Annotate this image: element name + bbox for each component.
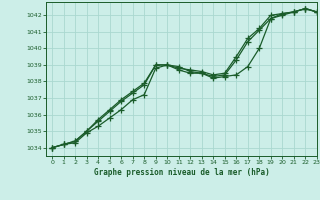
X-axis label: Graphe pression niveau de la mer (hPa): Graphe pression niveau de la mer (hPa) — [94, 168, 269, 177]
